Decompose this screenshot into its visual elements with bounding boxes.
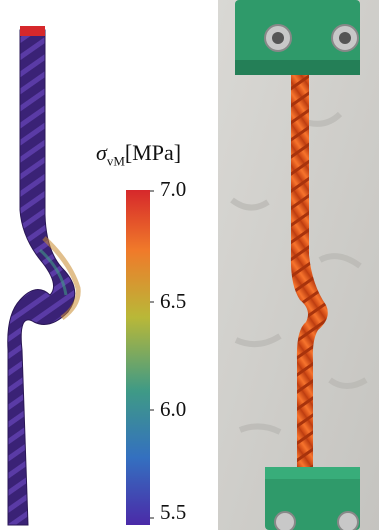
screw-icon xyxy=(337,511,359,530)
colorbar-tick-label: 6.5 xyxy=(160,289,187,313)
screw-icon xyxy=(272,32,284,44)
colorbar-ticks xyxy=(150,190,154,519)
top-clamp xyxy=(235,0,360,75)
colorbar-tick-label: 5.5 xyxy=(160,500,187,524)
screw-icon xyxy=(274,511,296,530)
printed-rod xyxy=(290,75,328,470)
rod-top-cap xyxy=(20,26,45,36)
colorbar-tick-label: 6.0 xyxy=(160,397,187,421)
colorbar xyxy=(126,190,150,525)
bottom-clamp xyxy=(265,467,360,530)
simulation-rod xyxy=(7,26,81,526)
colorbar-title: σvM[MPa] xyxy=(96,140,182,169)
colorbar-tick-label: 7.0 xyxy=(160,177,187,201)
photo-panel xyxy=(218,0,379,530)
screw-icon xyxy=(339,32,351,44)
